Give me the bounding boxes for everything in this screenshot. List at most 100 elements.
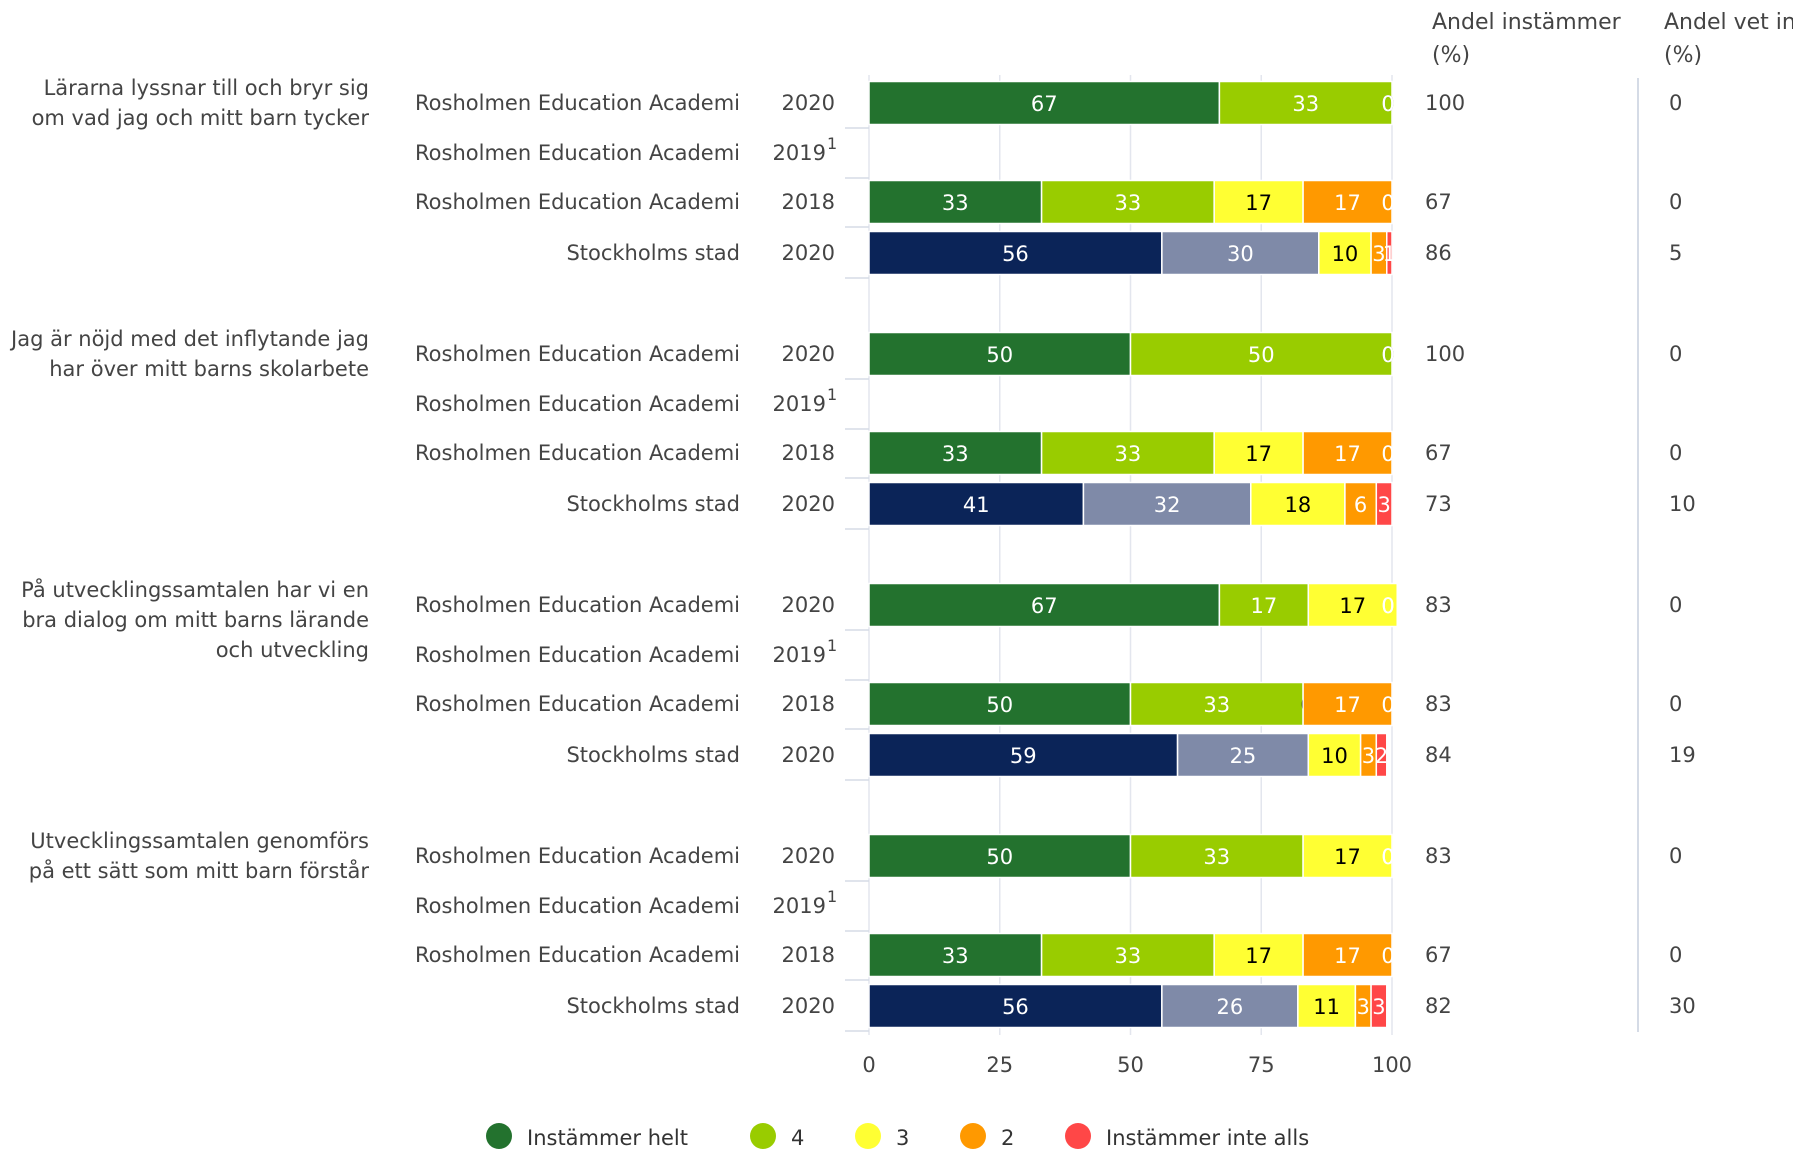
data-label: 17 bbox=[1334, 944, 1361, 968]
row-year: 2018 bbox=[781, 441, 835, 465]
x-tick-label: 0 bbox=[862, 1053, 875, 1077]
bar-segment bbox=[1176, 732, 1310, 778]
data-label: 0 bbox=[1381, 442, 1394, 466]
footnote: 1 bbox=[827, 385, 838, 404]
dont-know-value: 0 bbox=[1669, 692, 1683, 716]
data-label: 67 bbox=[1031, 594, 1058, 618]
column-header: Andel instämmer (%) bbox=[1432, 10, 1621, 68]
dont-know-value: 19 bbox=[1669, 743, 1696, 767]
agree-value: 73 bbox=[1425, 492, 1452, 516]
row-name: Rosholmen Education Academi bbox=[415, 844, 740, 868]
dont-know-value: 0 bbox=[1669, 190, 1683, 214]
data-label: 50 bbox=[986, 343, 1013, 367]
data-label: 0 bbox=[1381, 845, 1394, 869]
bar-segment bbox=[1213, 179, 1304, 225]
row-year: 2019 bbox=[772, 643, 826, 667]
data-label: 17 bbox=[1250, 594, 1277, 618]
data-label: 17 bbox=[1245, 944, 1272, 968]
bar-segment bbox=[868, 430, 1043, 476]
bar-segment bbox=[1302, 681, 1393, 727]
row-year: 2018 bbox=[781, 692, 835, 716]
legend-label: 4 bbox=[791, 1126, 804, 1150]
data-label: 50 bbox=[1248, 343, 1275, 367]
bar-segment bbox=[868, 582, 1221, 628]
row-name: Rosholmen Education Academi bbox=[415, 943, 740, 967]
data-label: 50 bbox=[986, 693, 1013, 717]
legend-label: Instämmer helt bbox=[527, 1126, 688, 1150]
data-label: 3 bbox=[1362, 744, 1375, 768]
bar-segment bbox=[868, 481, 1085, 527]
data-label: 33 bbox=[1203, 693, 1230, 717]
data-label: 0 bbox=[1381, 343, 1394, 367]
agree-value: 86 bbox=[1425, 241, 1452, 265]
bar-segment bbox=[1218, 80, 1393, 126]
data-label: 3 bbox=[1357, 995, 1370, 1019]
data-label: 0 bbox=[1381, 594, 1394, 618]
data-label: 17 bbox=[1334, 693, 1361, 717]
row-name: Rosholmen Education Academi bbox=[415, 392, 740, 416]
bar-segment bbox=[1129, 833, 1304, 879]
legend-swatch bbox=[750, 1123, 776, 1149]
question-label: Utvecklingssamtalen genomförs på ett sät… bbox=[28, 829, 369, 883]
data-label: 0 bbox=[1381, 845, 1394, 869]
data-label: 0 bbox=[1381, 944, 1394, 968]
data-label: 0 bbox=[1381, 191, 1394, 215]
agree-value: 67 bbox=[1425, 190, 1452, 214]
row-name: Stockholms stad bbox=[566, 743, 740, 767]
row-year: 2020 bbox=[781, 743, 835, 767]
bar-segment bbox=[1370, 983, 1388, 1029]
data-label: 3 bbox=[1377, 493, 1390, 517]
footnote: 1 bbox=[827, 134, 838, 153]
data-label: 17 bbox=[1245, 442, 1272, 466]
data-label: 33 bbox=[942, 442, 969, 466]
row-name: Stockholms stad bbox=[566, 492, 740, 516]
data-label: 33 bbox=[942, 944, 969, 968]
row-year: 2018 bbox=[781, 943, 835, 967]
data-label: 33 bbox=[1292, 92, 1319, 116]
bar-segment bbox=[1307, 582, 1398, 628]
x-tick-label: 75 bbox=[1248, 1053, 1275, 1077]
data-label: 17 bbox=[1334, 442, 1361, 466]
bar-segment bbox=[868, 983, 1163, 1029]
data-label: 33 bbox=[1115, 191, 1142, 215]
data-label: 33 bbox=[942, 191, 969, 215]
row-name: Rosholmen Education Academi bbox=[415, 342, 740, 366]
row-name: Rosholmen Education Academi bbox=[415, 441, 740, 465]
legend-swatch bbox=[855, 1123, 881, 1149]
data-label: 0 bbox=[1381, 343, 1394, 367]
agree-value: 82 bbox=[1425, 994, 1452, 1018]
data-label: 33 bbox=[1115, 944, 1142, 968]
dont-know-value: 10 bbox=[1669, 492, 1696, 516]
row-name: Rosholmen Education Academi bbox=[415, 692, 740, 716]
agree-value: 67 bbox=[1425, 441, 1452, 465]
row-year: 2020 bbox=[781, 342, 835, 366]
row-name: Rosholmen Education Academi bbox=[415, 643, 740, 667]
agree-value: 83 bbox=[1425, 692, 1452, 716]
data-label: 0 bbox=[1381, 92, 1394, 116]
bar-segment bbox=[1082, 481, 1252, 527]
dont-know-value: 0 bbox=[1669, 593, 1683, 617]
bar-segment bbox=[1375, 732, 1388, 778]
data-label: 3 bbox=[1372, 242, 1385, 266]
data-label: 10 bbox=[1332, 242, 1359, 266]
data-label: 0 bbox=[1381, 92, 1394, 116]
agree-value: 83 bbox=[1425, 844, 1452, 868]
dont-know-value: 0 bbox=[1669, 91, 1683, 115]
legend-swatch bbox=[486, 1123, 512, 1149]
row-year: 2020 bbox=[781, 492, 835, 516]
data-label: 41 bbox=[963, 493, 990, 517]
question-label: På utvecklingssamtalen har vi en bra dia… bbox=[21, 578, 369, 662]
x-tick-label: 25 bbox=[986, 1053, 1013, 1077]
column-header: Andel vet inte (%) bbox=[1664, 10, 1793, 68]
row-year: 2020 bbox=[781, 844, 835, 868]
bar-segment bbox=[1302, 833, 1393, 879]
bar-segment bbox=[1386, 230, 1393, 276]
agree-value: 83 bbox=[1425, 593, 1452, 617]
dont-know-value: 0 bbox=[1669, 342, 1683, 366]
row-year: 2019 bbox=[772, 894, 826, 918]
row-name: Rosholmen Education Academi bbox=[415, 190, 740, 214]
bar-segment bbox=[1040, 932, 1215, 978]
data-label: 17 bbox=[1245, 191, 1272, 215]
